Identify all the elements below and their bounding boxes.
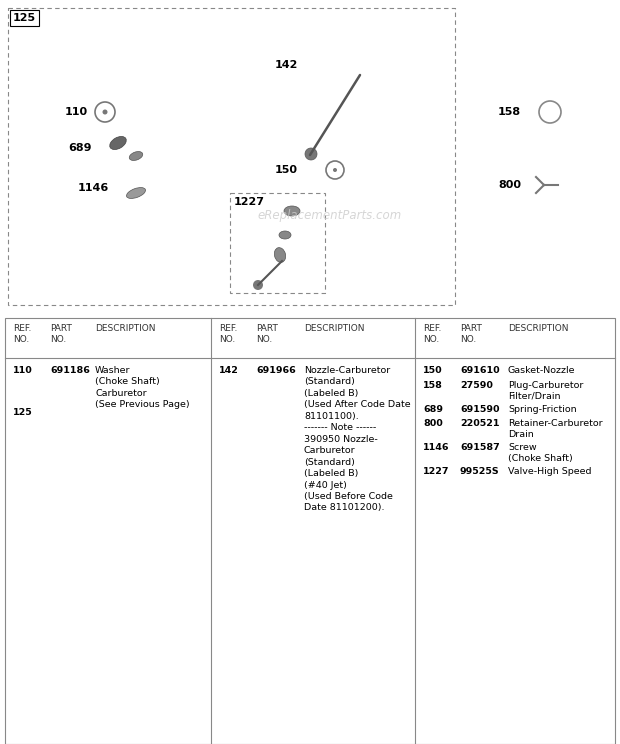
Text: 689: 689 [423, 405, 443, 414]
Text: PART
NO.: PART NO. [50, 324, 72, 344]
Text: Washer
(Choke Shaft)
Carburetor
(See Previous Page): Washer (Choke Shaft) Carburetor (See Pre… [95, 366, 190, 409]
Text: 691610: 691610 [460, 366, 500, 375]
Ellipse shape [274, 248, 286, 263]
Ellipse shape [130, 152, 143, 161]
Text: Spring-Friction: Spring-Friction [508, 405, 577, 414]
Text: eReplacementParts.com: eReplacementParts.com [258, 208, 402, 222]
Text: 150: 150 [423, 366, 443, 375]
Text: 110: 110 [65, 107, 88, 117]
Text: 125: 125 [13, 408, 33, 417]
Text: 800: 800 [423, 419, 443, 428]
Text: 142: 142 [219, 366, 239, 375]
Text: PART
NO.: PART NO. [256, 324, 278, 344]
Text: 1146: 1146 [78, 183, 109, 193]
Text: Plug-Carburetor
Filter/Drain: Plug-Carburetor Filter/Drain [508, 380, 583, 401]
Text: Nozzle-Carburetor
(Standard)
(Labeled B)
(Used After Code Date
81101100).
------: Nozzle-Carburetor (Standard) (Labeled B)… [304, 366, 410, 513]
Text: 220521: 220521 [460, 419, 500, 428]
Text: 27590: 27590 [460, 380, 493, 390]
Ellipse shape [284, 206, 300, 216]
Text: 691587: 691587 [460, 443, 500, 452]
Text: 158: 158 [498, 107, 521, 117]
Text: 689: 689 [68, 143, 92, 153]
Text: 800: 800 [498, 180, 521, 190]
Text: 125: 125 [13, 13, 36, 23]
Text: DESCRIPTION: DESCRIPTION [304, 324, 365, 333]
Text: DESCRIPTION: DESCRIPTION [508, 324, 569, 333]
Text: 142: 142 [275, 60, 298, 70]
Text: 110: 110 [13, 366, 33, 375]
Circle shape [305, 148, 317, 160]
Text: REF.
NO.: REF. NO. [219, 324, 237, 344]
Text: Screw
(Choke Shaft): Screw (Choke Shaft) [508, 443, 573, 464]
Circle shape [253, 280, 263, 290]
Ellipse shape [279, 231, 291, 239]
Text: REF.
NO.: REF. NO. [13, 324, 32, 344]
Ellipse shape [110, 136, 126, 150]
Circle shape [102, 109, 107, 115]
Text: 150: 150 [275, 165, 298, 175]
Text: 691186: 691186 [50, 366, 90, 375]
Text: 99525S: 99525S [460, 467, 500, 476]
Text: 1227: 1227 [423, 467, 450, 476]
Text: Gasket-Nozzle: Gasket-Nozzle [508, 366, 575, 375]
Text: 691966: 691966 [256, 366, 296, 375]
FancyBboxPatch shape [5, 318, 615, 744]
Circle shape [333, 168, 337, 172]
Text: REF.
NO.: REF. NO. [423, 324, 441, 344]
Text: PART
NO.: PART NO. [460, 324, 482, 344]
Text: Valve-High Speed: Valve-High Speed [508, 467, 591, 476]
Text: Retainer-Carburetor
Drain: Retainer-Carburetor Drain [508, 419, 603, 440]
Text: DESCRIPTION: DESCRIPTION [95, 324, 156, 333]
Text: 691590: 691590 [460, 405, 500, 414]
Text: 1227: 1227 [234, 197, 265, 207]
Ellipse shape [126, 187, 146, 199]
Text: 1146: 1146 [423, 443, 450, 452]
Text: 158: 158 [423, 380, 443, 390]
